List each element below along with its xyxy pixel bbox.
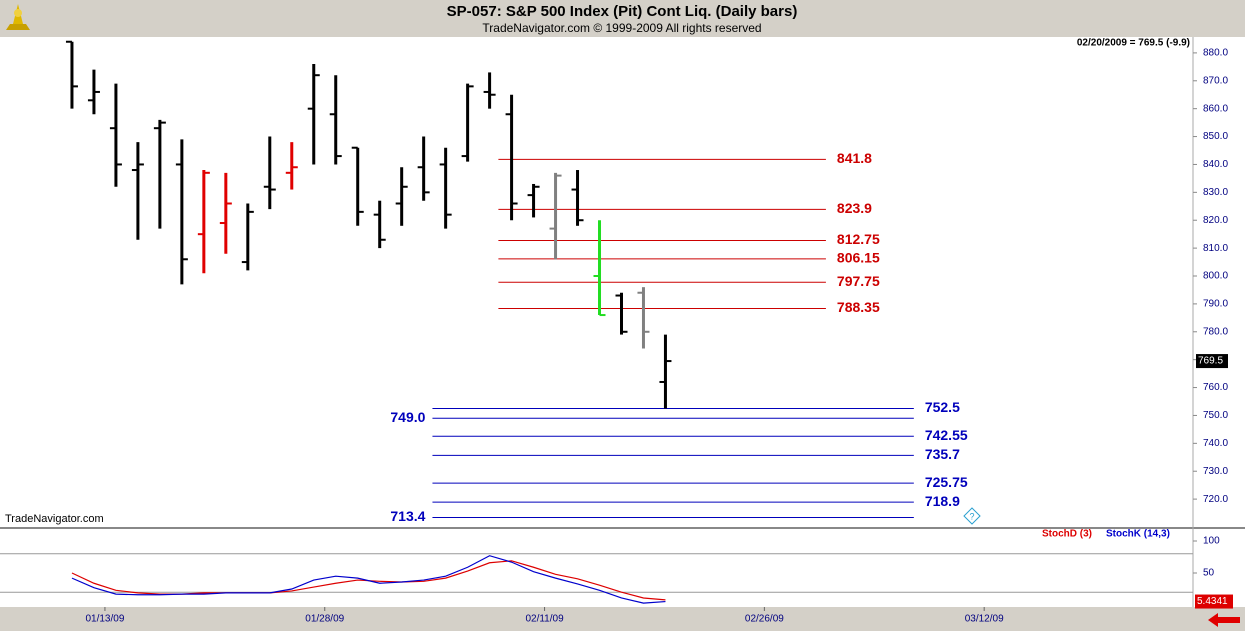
y-tick-label: 830.0 — [1203, 187, 1228, 198]
stoch-badge — [1195, 594, 1233, 609]
level-label: 718.9 — [925, 493, 960, 509]
legend-entry: StochK (14,3) — [1106, 529, 1170, 540]
svg-text:?: ? — [969, 511, 974, 521]
y-tick-label: 730.0 — [1203, 466, 1228, 477]
level-label: 812.75 — [837, 231, 880, 247]
last-price-label: 769.5 — [1198, 356, 1223, 367]
x-tick-label: 03/12/09 — [965, 614, 1004, 625]
x-tick-label: 02/26/09 — [745, 614, 784, 625]
scroll-arrow[interactable] — [1208, 613, 1240, 627]
y-tick-label: 810.0 — [1203, 243, 1228, 254]
level-label: 725.75 — [925, 474, 968, 490]
y-tick-label: 790.0 — [1203, 299, 1228, 310]
y-tick-label: 850.0 — [1203, 131, 1228, 142]
y-tick-label: 750.0 — [1203, 410, 1228, 421]
stoch-badge-label: 5.4341 — [1197, 596, 1228, 607]
level-label: 752.5 — [925, 399, 960, 415]
y-tick-label: 740.0 — [1203, 438, 1228, 449]
x-tick-label: 02/11/09 — [525, 614, 564, 625]
date-axis-bar — [0, 607, 1245, 631]
y-tick-label: 870.0 — [1203, 75, 1228, 86]
y-tick-label: 780.0 — [1203, 326, 1228, 337]
logo — [6, 4, 30, 30]
x-tick-label: 01/28/09 — [305, 614, 344, 625]
stoch-tick-label: 100 — [1203, 536, 1220, 547]
y-tick-label: 880.0 — [1203, 48, 1228, 59]
stoch-line — [71, 555, 666, 604]
legend-entry: StochD (3) — [1042, 529, 1092, 540]
x-tick-label: 01/13/09 — [85, 614, 124, 625]
y-tick-label: 840.0 — [1203, 159, 1228, 170]
level-label: 823.9 — [837, 200, 872, 216]
last-price-badge — [1196, 354, 1228, 369]
level-label: 797.75 — [837, 273, 880, 289]
level-label: 788.35 — [837, 299, 880, 315]
y-tick-label: 800.0 — [1203, 271, 1228, 282]
help-icon[interactable]: ? — [963, 507, 981, 525]
header-label: 02/20/2009 = 769.5 (-9.9) — [1077, 38, 1190, 49]
level-label: 749.0 — [390, 409, 425, 425]
stoch-tick-label: 50 — [1203, 568, 1215, 579]
level-label: 713.4 — [390, 508, 425, 524]
y-tick-label: 720.0 — [1203, 494, 1228, 505]
level-label: 841.8 — [837, 150, 872, 166]
chart-title: SP-057: S&P 500 Index (Pit) Cont Liq. (D… — [447, 3, 798, 20]
level-label: 742.55 — [925, 427, 968, 443]
watermark: TradeNavigator.com — [5, 513, 104, 525]
title-bar — [0, 0, 1245, 37]
level-label: 735.7 — [925, 446, 960, 462]
level-label: 806.15 — [837, 250, 880, 266]
chart-subtitle: TradeNavigator.com © 1999-2009 All right… — [482, 21, 761, 35]
y-tick-label: 860.0 — [1203, 103, 1228, 114]
y-tick-label: 820.0 — [1203, 215, 1228, 226]
y-tick-label: 760.0 — [1203, 382, 1228, 393]
